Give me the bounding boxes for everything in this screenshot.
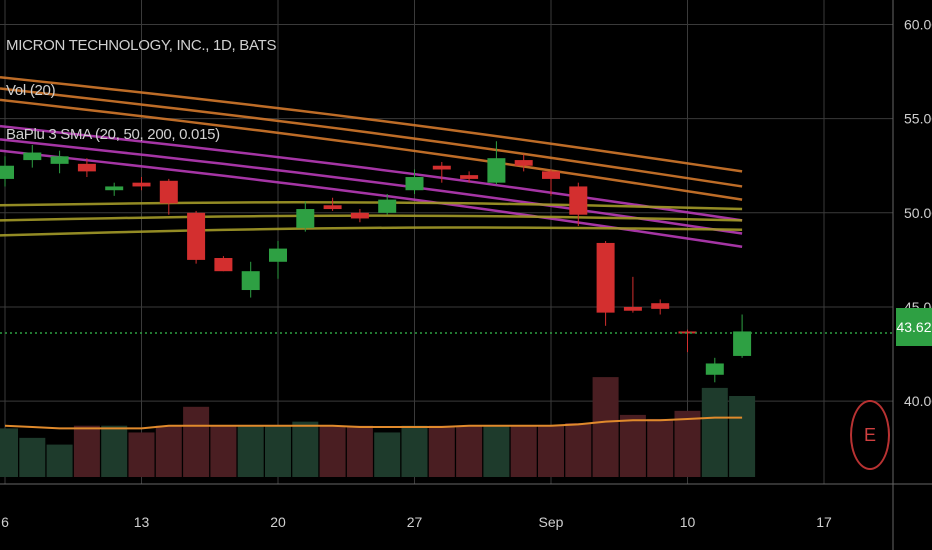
volume-bar — [428, 425, 455, 477]
x-tick-label: Sep — [539, 514, 564, 530]
candle-body — [132, 182, 151, 187]
sma-20-line — [0, 226, 743, 237]
candle-body — [623, 306, 642, 311]
x-tick-label: 13 — [134, 514, 150, 530]
candle-body — [514, 160, 533, 166]
candle-body — [323, 205, 342, 210]
volume-bar — [483, 425, 510, 477]
volume-bar — [210, 425, 237, 477]
volume-bar — [319, 425, 346, 477]
candle-body — [405, 177, 424, 191]
candle-body — [542, 171, 560, 179]
volume-bar — [19, 437, 46, 477]
candle-body — [187, 212, 206, 260]
volume-bar — [265, 425, 291, 477]
volume-bar — [292, 421, 319, 477]
sma-50-line — [0, 124, 743, 222]
y-tick-label: 60.00 — [904, 16, 932, 32]
candle-body — [77, 163, 96, 172]
volume-bar — [183, 406, 210, 477]
volume-bar — [128, 432, 155, 477]
volume-bar — [155, 425, 182, 477]
candle-body — [214, 258, 233, 272]
candle-body — [159, 180, 178, 204]
volume-bars — [0, 377, 756, 477]
candle-body — [296, 209, 315, 228]
candle-body — [596, 242, 615, 313]
candle-body — [350, 212, 369, 219]
sma-200-line — [0, 75, 743, 173]
volume-bar — [701, 387, 728, 477]
candle-body — [678, 331, 697, 334]
sma-20-line — [0, 214, 743, 222]
x-tick-label: 27 — [407, 514, 423, 530]
x-tick-label: 20 — [270, 514, 286, 530]
sma-50-line — [0, 138, 743, 235]
sma-200-line — [0, 98, 743, 201]
sma-bands — [0, 75, 743, 248]
volume-bar — [456, 425, 483, 477]
volume-bar — [674, 410, 701, 477]
volume-bar — [374, 432, 401, 477]
volume-bar — [619, 414, 646, 477]
volume-bar — [73, 425, 100, 477]
x-tick-label: 10 — [680, 514, 696, 530]
last-price-tag: 43.62 — [896, 308, 932, 346]
volume-bar — [0, 428, 18, 477]
volume-bar — [101, 425, 128, 477]
y-tick-label: 50.00 — [904, 205, 932, 221]
earnings-badge[interactable]: E — [850, 400, 890, 470]
candle-body — [269, 248, 287, 262]
candle-body — [241, 271, 260, 291]
volume-ma-line — [4, 416, 743, 430]
volume-legend[interactable]: Vol (20) — [6, 82, 56, 99]
volume-bar — [538, 425, 564, 477]
sma-200-line — [0, 87, 743, 188]
volume-bar — [565, 423, 592, 477]
sma-legend[interactable]: BaPlu 3 SMA (20, 50, 200, 0.015) — [6, 126, 220, 143]
candle-body — [733, 331, 752, 356]
sma-20-line — [0, 201, 743, 211]
candlesticks — [0, 141, 752, 383]
volume-bar — [237, 425, 264, 477]
candle-body — [23, 152, 42, 161]
volume-bar — [510, 425, 537, 477]
volume-bar — [46, 444, 73, 477]
candle-body — [105, 186, 124, 191]
candle-body — [432, 165, 451, 170]
chart-grid — [0, 0, 893, 484]
candle-body — [487, 158, 506, 183]
candle-body — [50, 156, 69, 164]
volume-bar — [346, 425, 373, 477]
candle-body — [705, 363, 724, 375]
volume-bar — [729, 396, 756, 477]
symbol-title[interactable]: MICRON TECHNOLOGY, INC., 1D, BATS — [6, 37, 277, 54]
y-tick-label: 40.00 — [904, 393, 932, 409]
volume-ma — [4, 416, 743, 430]
volume-bar — [592, 377, 619, 477]
x-tick-label: 17 — [816, 514, 832, 530]
candle-body — [378, 199, 397, 213]
volume-bar — [401, 425, 428, 477]
x-tick-label: 6 — [1, 514, 9, 530]
candle-body — [0, 165, 14, 179]
candle-body — [651, 303, 670, 309]
y-tick-label: 55.00 — [904, 111, 932, 127]
candle-body — [460, 175, 479, 179]
candle-body — [569, 186, 588, 215]
volume-bar — [647, 418, 674, 477]
